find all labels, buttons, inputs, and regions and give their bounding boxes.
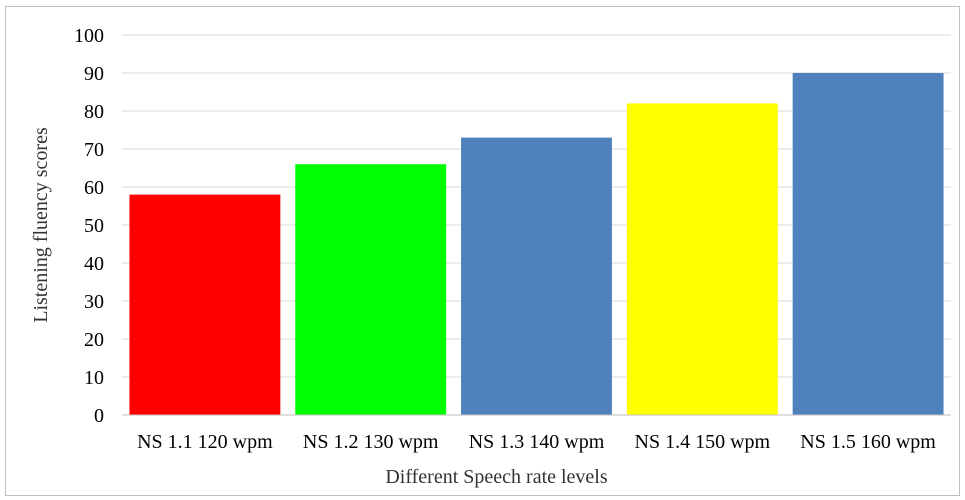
bars	[129, 73, 944, 416]
bar	[129, 194, 281, 415]
y-tick-label: 40	[84, 253, 104, 275]
y-tick-label: 90	[84, 63, 104, 85]
y-tick-label: 80	[84, 101, 104, 123]
bar	[792, 73, 944, 415]
y-tick-label: 70	[84, 139, 104, 161]
x-category-label: NS 1.3 140 wpm	[469, 431, 605, 453]
x-category-label: NS 1.2 130 wpm	[303, 431, 439, 453]
bar	[295, 164, 447, 415]
y-tick-labels: 0 10 20 30 40 50 60 70 80 90 100	[74, 25, 104, 427]
bar	[461, 137, 612, 415]
x-category-label: NS 1.1 120 wpm	[137, 431, 273, 453]
y-tick-label: 100	[74, 25, 104, 47]
bar	[626, 103, 778, 416]
y-tick-label: 10	[84, 367, 104, 389]
x-category-label: NS 1.4 150 wpm	[635, 431, 771, 453]
y-tick-label: 0	[94, 405, 104, 427]
x-category-label: NS 1.5 160 wpm	[800, 431, 936, 453]
y-tick-label: 30	[84, 291, 104, 313]
x-axis-title: Different Speech rate levels	[385, 466, 608, 488]
y-axis-title: Listening fluency scores	[30, 127, 52, 323]
y-tick-label: 20	[84, 329, 104, 351]
y-tick-label: 60	[84, 177, 104, 199]
y-tick-label: 50	[84, 215, 104, 237]
x-category-labels: NS 1.1 120 wpm NS 1.2 130 wpm NS 1.3 140 w…	[137, 431, 936, 453]
